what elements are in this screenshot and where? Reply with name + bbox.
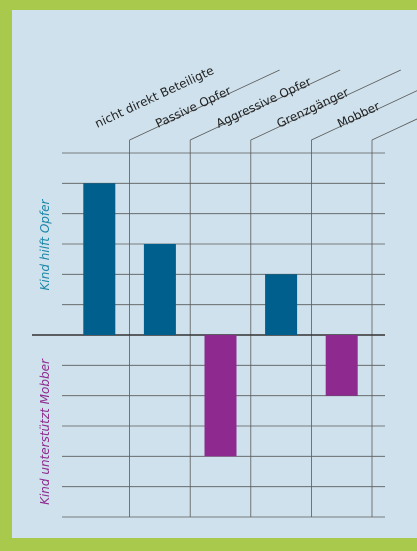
bar [265,274,298,335]
y-label-top: Kind hilft Opfer [38,199,52,291]
label-divider [371,118,417,141]
label-divider [190,69,341,141]
label-divider [250,69,401,141]
bar [325,335,358,396]
bar [204,335,237,457]
bar [83,183,116,335]
label-divider [311,90,417,141]
y-label-bottom: Kind unterstützt Mobber [38,358,52,505]
label-divider [129,69,280,141]
bar [143,244,176,335]
